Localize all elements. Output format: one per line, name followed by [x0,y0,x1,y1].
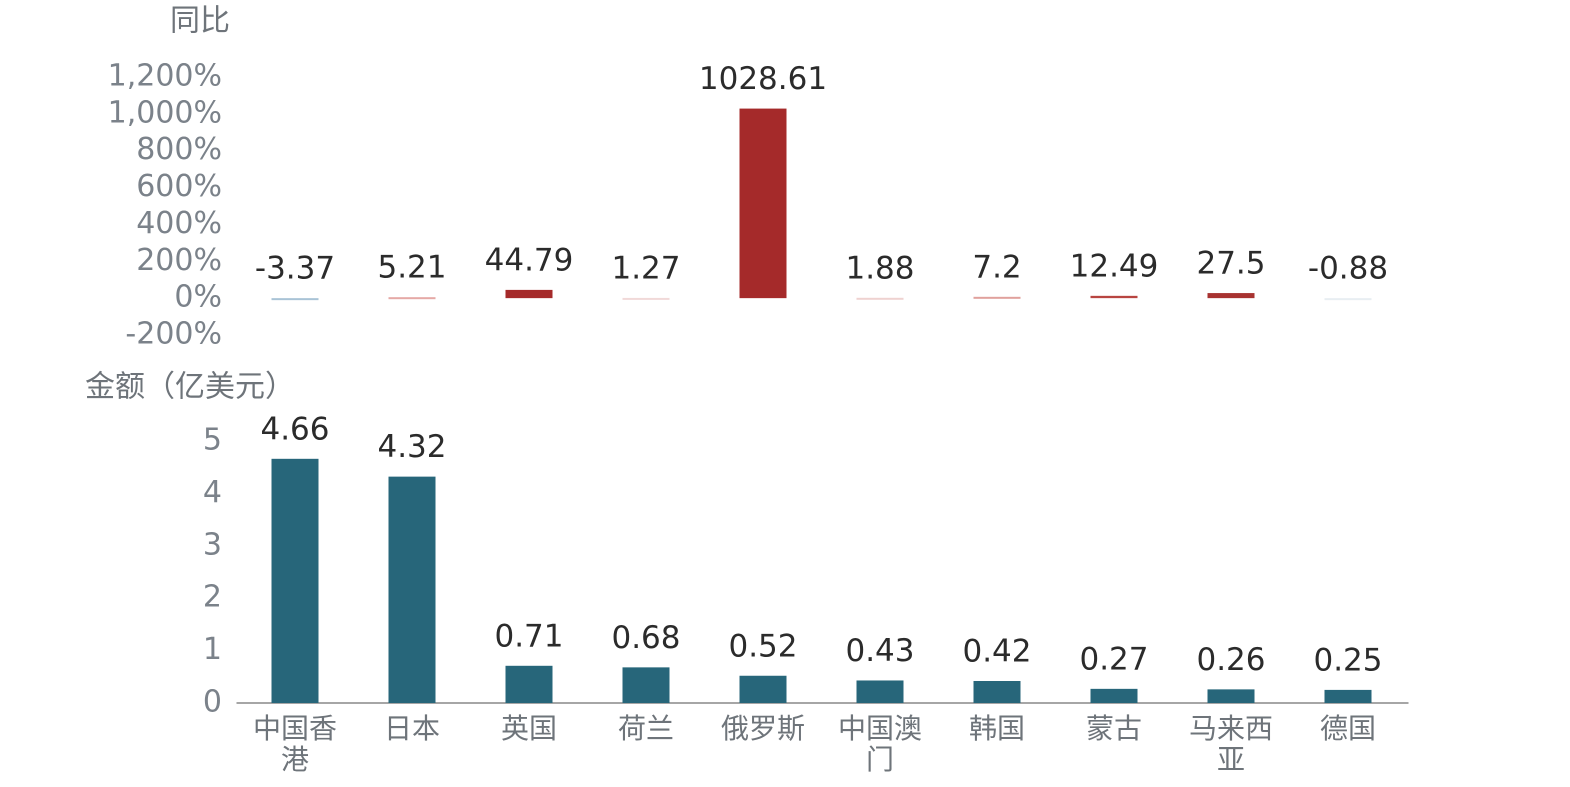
bar [1207,689,1255,703]
y-tick-label: 200% [136,243,222,278]
x-tick-label: 韩国 [968,712,1025,745]
value-label: 0.71 [494,618,563,654]
value-label: 27.5 [1196,246,1265,282]
x-tick-label: 俄罗斯 [720,712,805,745]
y-tick-label: 1,200% [108,59,222,94]
bar [1324,689,1372,703]
value-label: -3.37 [255,251,335,287]
x-tick-label: 中国香港 [252,712,337,776]
value-label: 1.88 [845,250,914,286]
value-label: 4.66 [260,411,329,447]
bar [388,476,436,703]
value-label: 0.26 [1196,642,1265,678]
bar [856,297,904,300]
bar [505,289,553,299]
value-label: 0.25 [1313,642,1382,678]
bar [856,680,904,703]
y-tick-label: 3 [203,527,222,562]
x-tick-label: 荷兰 [617,712,674,745]
bar [271,458,319,703]
value-label: -0.88 [1308,251,1388,287]
x-tick-label: 日本 [383,712,440,745]
y-tick-label: -200% [125,317,222,352]
bar [622,667,670,703]
x-tick-label: 蒙古 [1085,712,1142,745]
x-tick-label: 中国澳门 [837,712,922,776]
bar [388,297,436,300]
y-tick-label: 800% [136,132,222,167]
y-tick-label: 2 [203,580,222,615]
value-label: 5.21 [377,250,446,286]
value-label: 7.2 [972,249,1021,285]
x-tick-label: 德国 [1319,712,1376,745]
value-label: 0.68 [611,620,680,656]
y-axis-title: 同比 [170,4,230,39]
bar [739,675,787,703]
y-tick-label: 5 [203,423,222,458]
bar [271,298,319,301]
bar [622,297,670,300]
bar [973,680,1021,703]
y-tick-label: 600% [136,169,222,204]
bar [1090,688,1138,703]
x-tick-label: 马来西亚 [1188,712,1273,776]
y-tick-label: 0 [203,685,222,720]
value-label: 44.79 [485,242,574,278]
value-label: 4.32 [377,429,446,465]
y-tick-label: 1,000% [108,95,222,130]
y-axis-title: 金额（亿美元） [85,370,295,405]
bar [1090,295,1138,299]
bar [1207,293,1255,299]
value-label: 12.49 [1070,248,1159,284]
value-label: 0.43 [845,633,914,669]
value-label: 1.27 [611,250,680,286]
y-tick-label: 4 [203,475,222,510]
value-label: 0.42 [962,633,1031,669]
bar [1324,298,1372,301]
y-tick-label: 0% [174,280,222,315]
y-tick-label: 1 [203,632,222,667]
bar [973,296,1021,299]
bar [505,665,553,703]
value-label: 0.27 [1079,641,1148,677]
bar [739,108,787,299]
value-label: 1028.61 [699,61,827,97]
value-label: 0.52 [728,628,797,664]
y-tick-label: 400% [136,206,222,241]
x-tick-label: 英国 [500,712,557,745]
